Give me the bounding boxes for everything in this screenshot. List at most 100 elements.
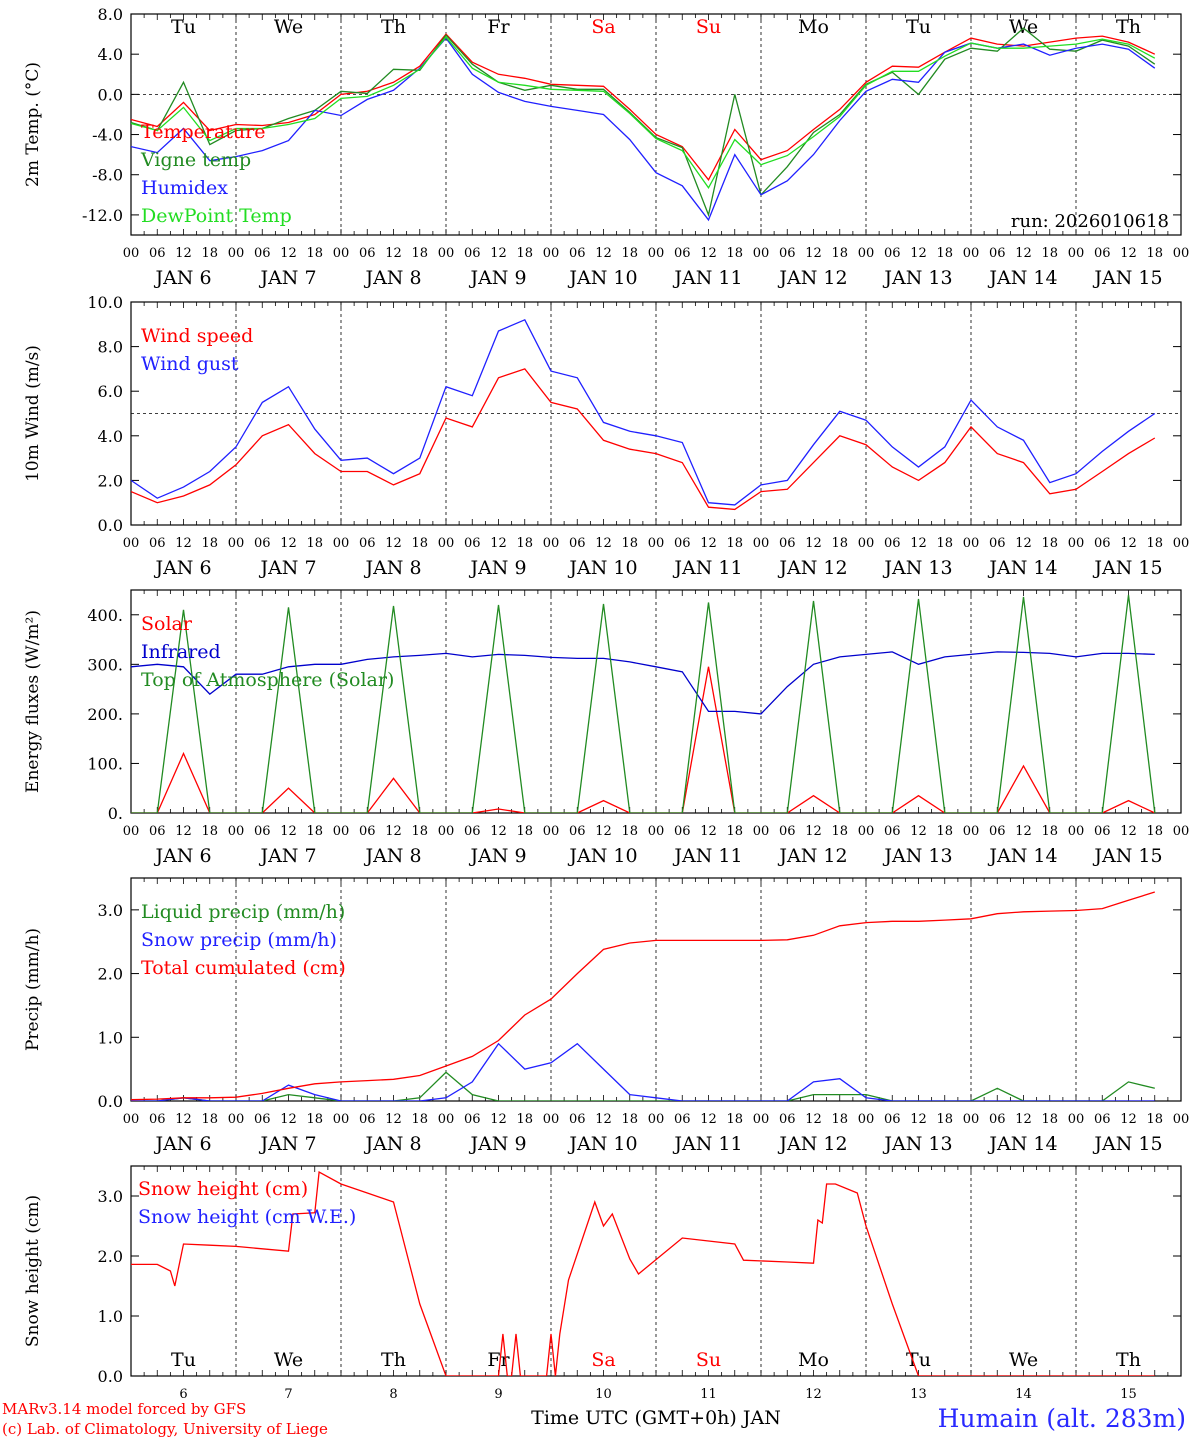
panel-1: -12.0 -8.0 -4.0 0.0 4.0 8.0 2m Temp. (°C) 00 06 1… xyxy=(23,5,1189,289)
legend-entry: Top of Atmosphere (Solar) xyxy=(141,669,394,691)
legend-entry: Snow height (cm W.E.) xyxy=(138,1206,356,1228)
series-line-wind-speed xyxy=(131,368,1156,511)
x-hour-label: 12 xyxy=(280,536,297,551)
x-hour-label: 06 xyxy=(1094,246,1111,261)
x-hour-label: 18 xyxy=(621,824,638,839)
y-tick-label: 100. xyxy=(87,754,123,773)
x-day-number: 9 xyxy=(494,1387,502,1402)
x-hour-label: 12 xyxy=(910,536,927,551)
x-hour-label: 00 xyxy=(1068,246,1085,261)
x-date-label: JAN 6 xyxy=(153,845,211,867)
x-hour-label: 18 xyxy=(726,824,743,839)
x-hour-label: 00 xyxy=(1173,824,1190,839)
x-date-label: JAN 15 xyxy=(1092,1133,1162,1155)
x-hour-label: 12 xyxy=(1015,246,1032,261)
x-hour-label: 18 xyxy=(621,1112,638,1127)
x-hour-label: 18 xyxy=(1041,824,1058,839)
y-axis-label: 10m Wind (m/s) xyxy=(23,345,43,482)
weekday-label: Tu xyxy=(906,1349,931,1371)
x-date-label: JAN 12 xyxy=(777,557,847,579)
weekday-label: Tu xyxy=(906,16,931,38)
x-hour-label: 00 xyxy=(228,1112,245,1127)
y-tick-label: 0. xyxy=(108,804,123,823)
x-hour-label: 12 xyxy=(700,824,717,839)
run-label: run: 2026010618 xyxy=(1011,211,1169,232)
x-hour-label: 18 xyxy=(936,1112,953,1127)
series-line-snow-height-cm- xyxy=(131,1170,1155,1376)
x-day-number: 12 xyxy=(805,1387,822,1402)
x-hour-label: 18 xyxy=(516,824,533,839)
x-hour-label: 12 xyxy=(1120,1112,1137,1127)
x-hour-label: 12 xyxy=(280,246,297,261)
x-hour-label: 06 xyxy=(149,824,166,839)
x-date-label: JAN 14 xyxy=(987,557,1057,579)
weekday-label: Sa xyxy=(591,16,615,38)
weekday-label: Th xyxy=(1116,1349,1141,1371)
x-hour-label: 12 xyxy=(175,1112,192,1127)
y-tick-label: 2.0 xyxy=(98,471,123,490)
x-hour-label: 18 xyxy=(516,536,533,551)
x-hour-label: 06 xyxy=(989,536,1006,551)
x-hour-label: 12 xyxy=(1120,536,1137,551)
legend-entry: Vigne temp xyxy=(140,149,251,171)
x-hour-label: 06 xyxy=(1094,824,1111,839)
y-tick-label: -12.0 xyxy=(82,206,123,225)
x-hour-label: 18 xyxy=(936,246,953,261)
x-hour-label: 06 xyxy=(674,1112,691,1127)
series-line-humidex xyxy=(131,37,1156,222)
x-date-label: JAN 12 xyxy=(777,1133,847,1155)
x-hour-label: 18 xyxy=(1146,536,1163,551)
legend-entry: Solar xyxy=(141,613,193,635)
x-hour-label: 00 xyxy=(963,1112,980,1127)
x-hour-label: 00 xyxy=(648,536,665,551)
x-hour-label: 00 xyxy=(333,536,350,551)
x-hour-label: 00 xyxy=(858,246,875,261)
x-hour-label: 06 xyxy=(149,246,166,261)
x-hour-label: 12 xyxy=(385,1112,402,1127)
x-hour-label: 00 xyxy=(333,1112,350,1127)
x-axis-label: Time UTC (GMT+0h) JAN xyxy=(531,1407,781,1429)
x-date-label: JAN 12 xyxy=(777,267,847,289)
x-hour-label: 00 xyxy=(1068,536,1085,551)
x-hour-label: 00 xyxy=(333,824,350,839)
x-date-label: JAN 6 xyxy=(153,267,211,289)
x-hour-label: 06 xyxy=(464,1112,481,1127)
series-line-infrared xyxy=(131,651,1155,715)
lab-credit: (c) Lab. of Climatology, University of L… xyxy=(2,1420,328,1438)
y-tick-label: 8.0 xyxy=(98,338,123,357)
weekday-label: Mo xyxy=(798,1349,829,1371)
x-hour-label: 06 xyxy=(884,246,901,261)
y-tick-label: 1.0 xyxy=(98,1028,123,1047)
x-hour-label: 06 xyxy=(359,824,376,839)
x-hour-label: 06 xyxy=(569,536,586,551)
x-date-label: JAN 15 xyxy=(1092,557,1162,579)
x-hour-label: 18 xyxy=(201,536,218,551)
x-hour-label: 06 xyxy=(779,824,796,839)
x-hour-label: 12 xyxy=(805,246,822,261)
x-hour-label: 00 xyxy=(753,1112,770,1127)
x-date-label: JAN 15 xyxy=(1092,267,1162,289)
x-hour-label: 12 xyxy=(1120,824,1137,839)
x-hour-label: 00 xyxy=(438,824,455,839)
weekday-label: Su xyxy=(696,1349,721,1371)
x-date-label: JAN 9 xyxy=(468,267,526,289)
x-day-number: 8 xyxy=(389,1387,397,1402)
x-date-label: JAN 13 xyxy=(882,267,952,289)
weekday-label: Fr xyxy=(487,16,510,38)
x-hour-label: 18 xyxy=(201,246,218,261)
x-hour-label: 00 xyxy=(1173,536,1190,551)
x-hour-label: 12 xyxy=(1015,1112,1032,1127)
x-hour-label: 18 xyxy=(1146,1112,1163,1127)
x-hour-label: 06 xyxy=(884,1112,901,1127)
weekday-label: Mo xyxy=(798,16,829,38)
y-axis-label: Energy fluxes (W/m²) xyxy=(23,610,43,793)
panel-3: 0. 100. 200. 300. 400. Energy fluxes (W/m²) 00… xyxy=(23,589,1190,867)
x-hour-label: 12 xyxy=(805,824,822,839)
x-hour-label: 06 xyxy=(149,1112,166,1127)
x-hour-label: 12 xyxy=(805,1112,822,1127)
x-date-label: JAN 13 xyxy=(882,1133,952,1155)
weekday-label: Th xyxy=(381,16,406,38)
x-date-label: JAN 7 xyxy=(258,267,316,289)
x-date-label: JAN 11 xyxy=(672,557,742,579)
x-hour-label: 18 xyxy=(726,246,743,261)
